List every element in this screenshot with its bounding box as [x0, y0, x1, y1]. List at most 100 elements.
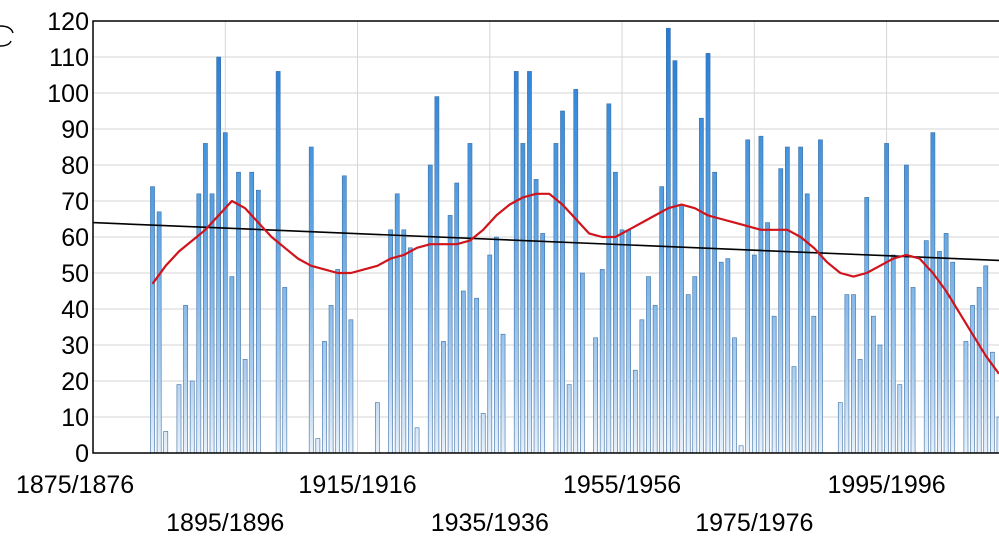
bar [560, 110, 565, 454]
bar [474, 297, 479, 454]
trend-line [92, 221, 999, 262]
y-tick-label: 20 [61, 368, 89, 396]
bar [447, 215, 453, 454]
bar [791, 366, 797, 454]
bar [441, 341, 446, 454]
bar [626, 229, 632, 454]
bar [632, 369, 638, 454]
bar [513, 71, 519, 454]
bar [738, 445, 744, 454]
bar [665, 27, 671, 454]
bar [976, 287, 982, 454]
bar [500, 333, 506, 454]
bar [375, 402, 380, 454]
bar [950, 261, 956, 454]
y-tick-label: 70 [61, 188, 89, 216]
bar [593, 337, 598, 454]
bar [229, 276, 235, 454]
bar [150, 186, 155, 454]
bar [176, 384, 182, 454]
bar [963, 341, 969, 454]
bar [533, 179, 539, 454]
bar [904, 164, 909, 454]
y-tick-label: 110 [49, 44, 89, 72]
bar [282, 287, 288, 454]
bar [573, 89, 579, 454]
bar [685, 294, 691, 454]
bar [388, 229, 393, 454]
bar [877, 344, 883, 454]
bar [672, 60, 678, 454]
bar [837, 402, 843, 454]
y-tick-label: 80 [61, 152, 89, 180]
bar [692, 276, 698, 454]
bar [203, 143, 208, 454]
bar [540, 233, 546, 454]
bar [778, 168, 784, 454]
bar [242, 359, 248, 454]
bar [599, 269, 605, 454]
bar [553, 143, 559, 454]
bar [864, 197, 870, 454]
bar [890, 254, 896, 454]
bar [844, 294, 850, 454]
x-tick-label: 1895/1896 [166, 509, 284, 537]
bar [930, 132, 936, 454]
bar [275, 71, 281, 454]
bar [183, 305, 188, 454]
bar [341, 175, 347, 454]
bar [897, 384, 903, 454]
bar [216, 56, 221, 454]
bar [639, 319, 645, 454]
bar [566, 384, 572, 454]
bar [236, 171, 241, 454]
bar [745, 139, 751, 454]
bar [718, 261, 724, 454]
bar [580, 272, 585, 454]
bar [520, 143, 526, 454]
bar [335, 269, 341, 454]
bar [460, 290, 466, 454]
y-tick-label: 90 [61, 116, 89, 144]
bar [527, 71, 532, 454]
bar [315, 438, 321, 454]
bar [328, 305, 334, 454]
bar [943, 233, 949, 454]
line-series [92, 192, 999, 375]
bar [189, 380, 195, 454]
bar [705, 53, 711, 454]
bar [996, 416, 999, 454]
bar [785, 146, 790, 454]
bar [348, 319, 354, 454]
bar [857, 359, 863, 454]
bar [679, 204, 684, 454]
bar [434, 96, 440, 454]
x-tick-label: 1875/1876 [16, 471, 134, 499]
bar [884, 143, 889, 454]
y-tick-label: 50 [61, 260, 89, 288]
bar [659, 186, 665, 454]
x-tick-label: 1915/1916 [298, 471, 416, 499]
bar [494, 236, 499, 454]
bar [308, 146, 314, 454]
bar [652, 305, 658, 454]
y-tick-label: 10 [61, 404, 89, 432]
bar [427, 164, 433, 454]
bar [765, 222, 770, 454]
bar [851, 294, 856, 454]
bar [467, 143, 473, 454]
bar [401, 229, 407, 454]
bar [732, 337, 737, 454]
bar [613, 171, 618, 454]
bar [394, 193, 400, 454]
bar [222, 132, 228, 454]
grid-lines [92, 20, 999, 454]
bar-series [150, 27, 999, 454]
bar [771, 315, 777, 454]
bar [923, 240, 929, 454]
bar [163, 431, 169, 454]
bar [480, 413, 486, 454]
bar [811, 315, 817, 454]
bar [619, 229, 625, 454]
